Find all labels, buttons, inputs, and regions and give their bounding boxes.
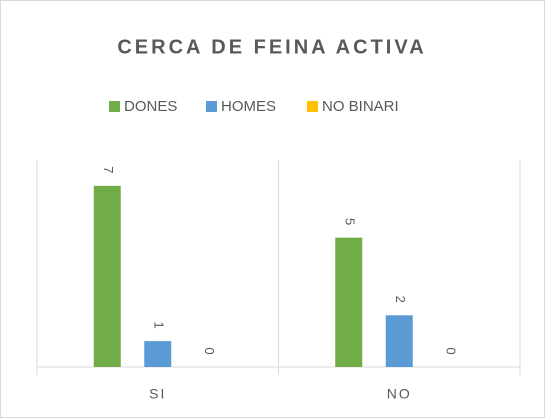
chart-title: CERCA DE FEINA ACTIVA bbox=[117, 36, 426, 58]
legend-label: HOMES bbox=[221, 98, 276, 115]
bar bbox=[144, 341, 172, 367]
data-label: 0 bbox=[443, 347, 458, 354]
bar bbox=[385, 315, 413, 367]
legend-label: NO BINARI bbox=[322, 98, 399, 115]
data-label: 1 bbox=[151, 322, 166, 329]
data-label: 2 bbox=[393, 296, 408, 303]
x-tick-label: NO bbox=[387, 386, 412, 402]
data-label: 5 bbox=[342, 218, 357, 225]
legend-swatch bbox=[206, 101, 217, 112]
legend-swatch bbox=[307, 101, 318, 112]
legend-swatch bbox=[109, 101, 120, 112]
bar bbox=[93, 185, 121, 367]
x-tick-label: SI bbox=[149, 386, 166, 402]
bar bbox=[335, 237, 363, 367]
legend-label: DONES bbox=[124, 98, 177, 115]
data-label: 0 bbox=[202, 347, 217, 354]
data-label: 7 bbox=[101, 166, 116, 173]
